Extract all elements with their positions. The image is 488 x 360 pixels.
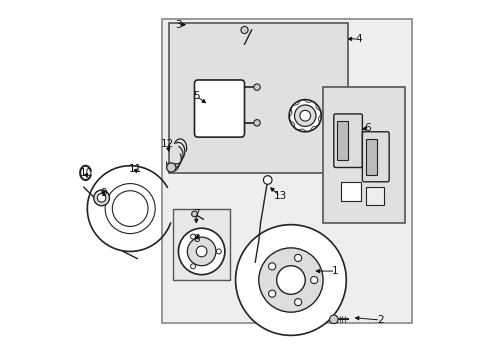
Circle shape bbox=[190, 234, 195, 239]
Text: 8: 8 bbox=[193, 234, 199, 244]
Text: 1: 1 bbox=[332, 266, 338, 276]
Text: 10: 10 bbox=[79, 168, 92, 178]
Text: 13: 13 bbox=[273, 191, 286, 201]
Circle shape bbox=[97, 194, 106, 202]
Circle shape bbox=[263, 176, 271, 184]
Circle shape bbox=[166, 163, 176, 172]
Bar bbox=[365, 139, 376, 175]
Text: 3: 3 bbox=[175, 19, 182, 30]
Circle shape bbox=[190, 264, 195, 269]
Circle shape bbox=[94, 190, 109, 206]
Text: 6: 6 bbox=[364, 123, 370, 133]
Circle shape bbox=[276, 266, 305, 294]
Circle shape bbox=[268, 263, 275, 270]
Circle shape bbox=[196, 246, 206, 257]
Circle shape bbox=[294, 105, 315, 126]
Text: 2: 2 bbox=[376, 315, 383, 325]
Bar bbox=[169, 23, 347, 173]
Circle shape bbox=[241, 26, 247, 33]
FancyBboxPatch shape bbox=[194, 80, 244, 137]
Circle shape bbox=[329, 315, 337, 324]
Circle shape bbox=[299, 111, 310, 121]
Bar bbox=[340, 182, 360, 202]
Circle shape bbox=[253, 84, 260, 90]
Text: 9: 9 bbox=[100, 188, 106, 198]
Text: 5: 5 bbox=[193, 91, 199, 101]
FancyBboxPatch shape bbox=[362, 132, 388, 182]
Bar bbox=[323, 87, 405, 223]
Text: 4: 4 bbox=[355, 34, 362, 44]
Circle shape bbox=[216, 249, 221, 254]
Circle shape bbox=[253, 120, 260, 126]
Circle shape bbox=[294, 255, 301, 261]
Circle shape bbox=[178, 228, 224, 275]
Bar bbox=[173, 208, 230, 280]
Text: 7: 7 bbox=[193, 209, 199, 219]
Bar bbox=[162, 19, 411, 323]
Circle shape bbox=[310, 276, 317, 284]
Circle shape bbox=[268, 290, 275, 297]
Bar bbox=[365, 187, 383, 205]
Text: 12: 12 bbox=[161, 139, 174, 149]
Circle shape bbox=[288, 100, 321, 132]
Text: 11: 11 bbox=[129, 164, 142, 174]
Bar bbox=[337, 121, 347, 160]
Circle shape bbox=[235, 225, 346, 336]
Circle shape bbox=[187, 237, 216, 266]
Circle shape bbox=[294, 298, 301, 306]
FancyBboxPatch shape bbox=[333, 114, 362, 167]
Circle shape bbox=[191, 211, 197, 217]
Circle shape bbox=[258, 248, 323, 312]
